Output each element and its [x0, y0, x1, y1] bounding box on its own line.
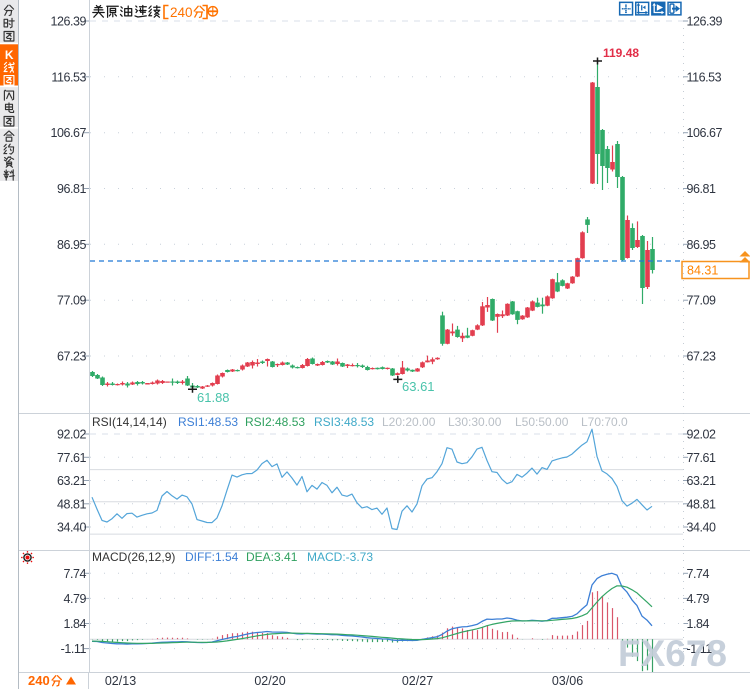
svg-text:RSI2:48.53: RSI2:48.53 [245, 415, 305, 429]
svg-text:67.23: 67.23 [687, 350, 717, 364]
svg-text:119.48: 119.48 [603, 46, 639, 60]
svg-text:96.81: 96.81 [57, 182, 87, 196]
svg-text:K: K [5, 48, 14, 62]
svg-text:116.53: 116.53 [51, 70, 86, 84]
svg-text:MACD(26,12,9): MACD(26,12,9) [92, 550, 175, 564]
svg-text:02/20: 02/20 [254, 674, 285, 688]
svg-text:92.02: 92.02 [57, 428, 87, 442]
svg-text:48.81: 48.81 [57, 497, 87, 511]
svg-text:7.74: 7.74 [63, 567, 86, 581]
svg-text:1.84: 1.84 [63, 617, 86, 631]
svg-text:106.67: 106.67 [687, 126, 723, 140]
svg-text:DEA:3.41: DEA:3.41 [246, 550, 298, 564]
svg-text:-1.11: -1.11 [687, 642, 713, 656]
svg-text:77.09: 77.09 [687, 294, 717, 308]
svg-text:106.67: 106.67 [50, 126, 86, 140]
svg-text:240: 240 [170, 5, 193, 20]
svg-text:63.21: 63.21 [57, 474, 87, 488]
svg-text:77.61: 77.61 [57, 451, 87, 465]
svg-text:77.09: 77.09 [57, 294, 87, 308]
svg-text:FX678: FX678 [618, 633, 727, 674]
svg-text:03/06: 03/06 [552, 674, 583, 688]
svg-text:34.40: 34.40 [57, 521, 87, 535]
svg-text:86.95: 86.95 [57, 238, 87, 252]
svg-text:92.02: 92.02 [687, 428, 717, 442]
svg-text:240: 240 [28, 673, 50, 688]
svg-text:96.81: 96.81 [687, 182, 717, 196]
svg-text:116.53: 116.53 [687, 70, 722, 84]
svg-text:4.79: 4.79 [687, 592, 710, 606]
svg-text:86.95: 86.95 [687, 238, 717, 252]
svg-text:-1.11: -1.11 [61, 642, 87, 656]
svg-text:RSI1:48.53: RSI1:48.53 [178, 415, 238, 429]
svg-text:RSI(14,14,14): RSI(14,14,14) [92, 415, 167, 429]
svg-text:63.61: 63.61 [402, 379, 435, 394]
svg-text:126.39: 126.39 [687, 15, 723, 29]
svg-text:MACD:-3.73: MACD:-3.73 [307, 550, 373, 564]
svg-text:DIFF:1.54: DIFF:1.54 [185, 550, 239, 564]
svg-text:RSI3:48.53: RSI3:48.53 [314, 415, 374, 429]
svg-text:67.23: 67.23 [57, 350, 87, 364]
svg-text:4.79: 4.79 [63, 592, 86, 606]
svg-text:84.31: 84.31 [687, 264, 718, 278]
svg-text:L70:70.0: L70:70.0 [581, 415, 628, 429]
svg-text:1.84: 1.84 [687, 617, 710, 631]
svg-text:02/13: 02/13 [105, 674, 136, 688]
svg-text:34.40: 34.40 [687, 521, 717, 535]
svg-text:48.81: 48.81 [687, 497, 717, 511]
svg-text:L50:50.00: L50:50.00 [515, 415, 569, 429]
svg-text:77.61: 77.61 [687, 451, 717, 465]
svg-text:L20:20.00: L20:20.00 [382, 415, 436, 429]
svg-text:61.88: 61.88 [197, 390, 230, 405]
svg-text:L30:30.00: L30:30.00 [448, 415, 502, 429]
svg-text:7.74: 7.74 [687, 567, 710, 581]
svg-text:63.21: 63.21 [687, 474, 717, 488]
svg-text:02/27: 02/27 [402, 674, 433, 688]
svg-text:126.39: 126.39 [50, 15, 86, 29]
